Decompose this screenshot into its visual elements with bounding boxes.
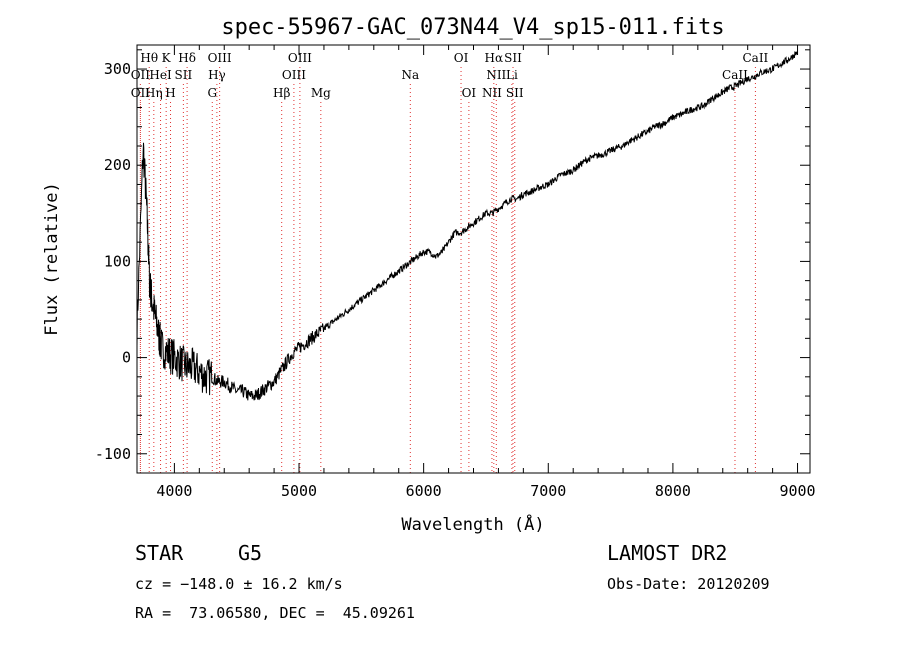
survey-name: LAMOST DR2 xyxy=(607,541,728,565)
y-tick-label: -100 xyxy=(95,445,131,463)
y-tick-label: 200 xyxy=(104,156,131,174)
line-marker-label: OIII xyxy=(208,51,232,65)
y-tick-label: 0 xyxy=(122,349,131,367)
line-marker-label: Hβ xyxy=(273,86,290,100)
line-marker-label: Li xyxy=(506,68,518,82)
x-tick-label: 7000 xyxy=(530,482,566,500)
x-tick-label: 5000 xyxy=(281,482,317,500)
x-axis-label: Wavelength (Å) xyxy=(401,513,544,535)
coordinates: RA = 73.06580, DEC = 45.09261 xyxy=(135,604,415,622)
plot-frame xyxy=(136,44,811,474)
line-marker-label: Hδ xyxy=(178,51,196,65)
line-marker-label: OI xyxy=(454,51,469,65)
line-marker-label: CaII xyxy=(742,51,768,65)
object-subclass: G5 xyxy=(238,541,263,565)
y-tick-label: 100 xyxy=(104,252,131,270)
line-marker-label: SII xyxy=(504,51,522,65)
x-tick-label: 6000 xyxy=(406,482,442,500)
line-marker-label: OII xyxy=(131,86,151,100)
line-marker-label: K xyxy=(162,51,172,65)
line-marker-label: Na xyxy=(401,68,419,82)
line-marker-label: Hα xyxy=(485,51,504,65)
line-marker-label: NII xyxy=(482,86,502,100)
redshift-readout: cz = −148.0 ± 16.2 km/s xyxy=(135,575,343,593)
x-tick-label: 8000 xyxy=(655,482,691,500)
line-marker-label: G xyxy=(207,86,217,100)
spectrum-line xyxy=(136,51,798,401)
line-marker-label: OIII xyxy=(288,51,312,65)
line-marker-label: OII xyxy=(131,68,151,82)
x-tick-label: 4000 xyxy=(156,482,192,500)
line-marker-label: Hη xyxy=(145,86,163,100)
observation-date: Obs-Date: 20120209 xyxy=(607,575,770,593)
object-class: STAR xyxy=(135,541,184,565)
chart-title: spec-55967-GAC_073N44_V4_sp15-011.fits xyxy=(221,15,724,40)
y-axis-label: Flux (relative) xyxy=(42,182,62,336)
line-marker-label: Mg xyxy=(311,86,331,100)
line-marker-label: OIII xyxy=(282,68,306,82)
x-tick-label: 9000 xyxy=(779,482,815,500)
line-marker-label: SII xyxy=(506,86,524,100)
line-marker-label: HeI xyxy=(149,68,172,82)
y-tick-label: 300 xyxy=(104,60,131,78)
line-marker-label: Hγ xyxy=(208,68,226,82)
line-marker-label: CaII xyxy=(722,68,748,82)
line-marker-label: H xyxy=(165,86,175,100)
line-marker-label: OI xyxy=(462,86,477,100)
line-marker-label: SII xyxy=(175,68,193,82)
line-marker-label: Hθ xyxy=(140,51,158,65)
line-marker-label: NII xyxy=(486,68,506,82)
